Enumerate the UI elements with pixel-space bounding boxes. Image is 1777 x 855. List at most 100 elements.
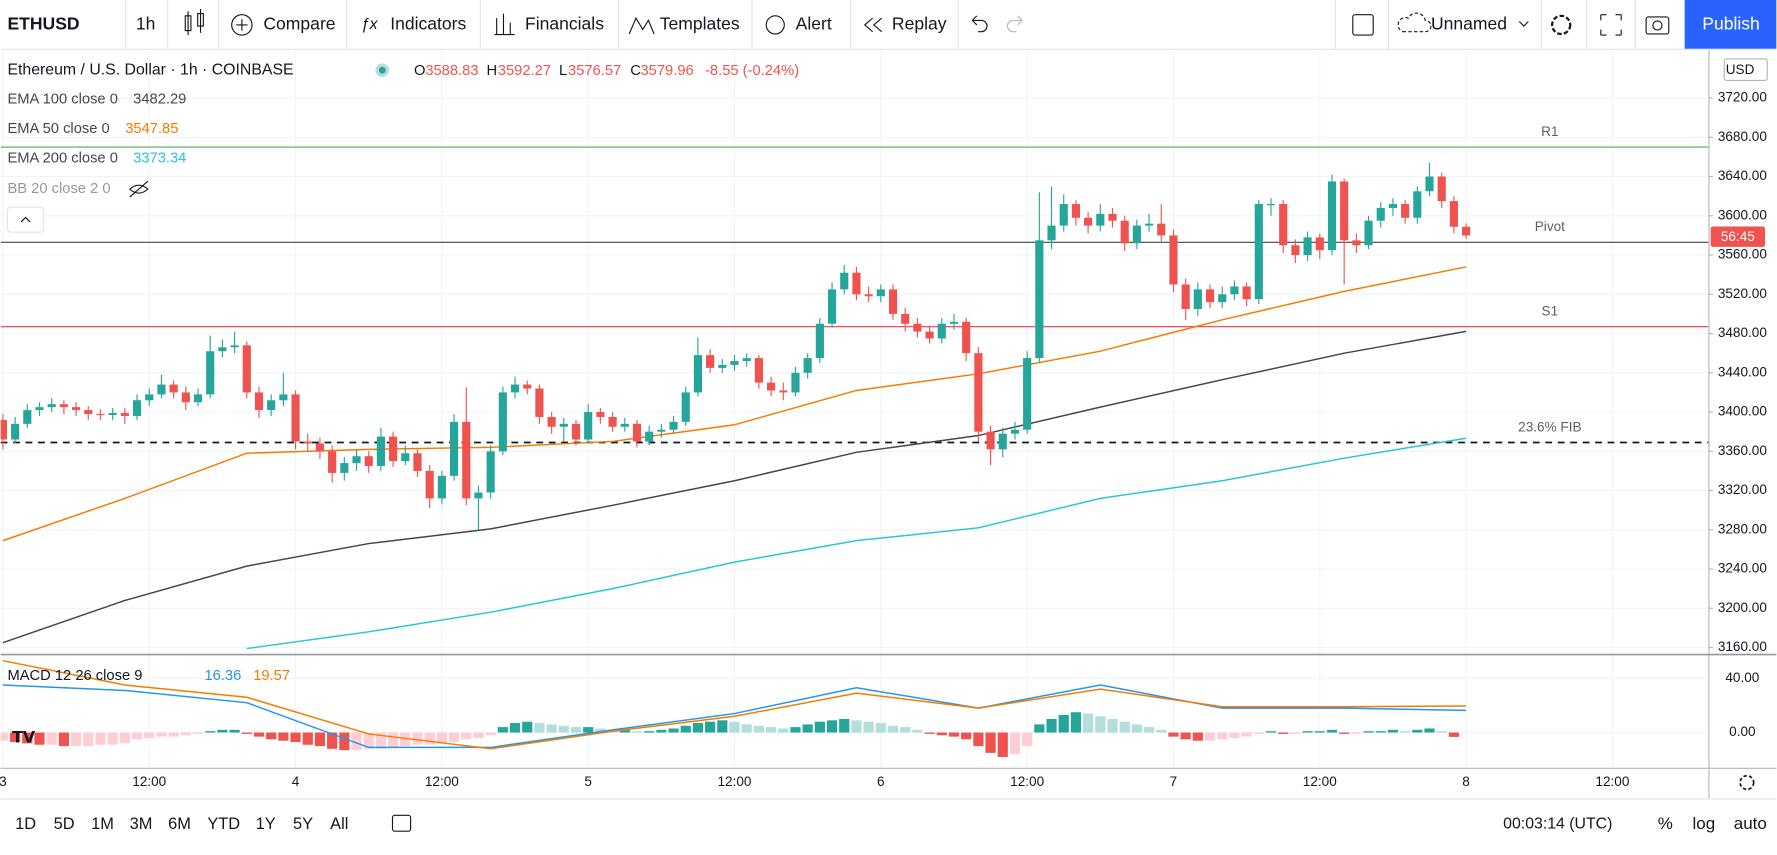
candle-body (1388, 204, 1398, 208)
histogram-bar (1083, 713, 1094, 733)
histogram-bar (1387, 729, 1399, 733)
layout-icon[interactable] (1352, 14, 1374, 36)
templates[interactable]: Templates (660, 14, 740, 34)
range-button[interactable]: 1D (15, 815, 36, 833)
publish[interactable]: Publish (1702, 14, 1760, 34)
y-tick-label: 3560.00 (1718, 247, 1768, 262)
candle-body (230, 345, 239, 348)
x-tick-label: 8 (1462, 774, 1470, 789)
x-tick-label: 4 (292, 774, 300, 789)
candle-body (767, 382, 776, 391)
settings-icon[interactable] (1550, 14, 1572, 36)
y-tick-label: 3320.00 (1718, 482, 1768, 497)
macd-value: 16.36 (205, 668, 242, 684)
replay[interactable]: Replay (892, 14, 947, 34)
dropdown[interactable] (1518, 21, 1529, 27)
candle-body (974, 353, 983, 432)
histogram-bar (668, 728, 679, 733)
histogram-bar (644, 731, 655, 733)
financials[interactable]: Financials (525, 14, 604, 34)
candle-body (840, 272, 849, 290)
collapse-arrow (20, 216, 31, 223)
y-tick-label: 3280.00 (1718, 521, 1768, 536)
histogram-bar (802, 724, 813, 733)
indicators[interactable]: Indicators (390, 14, 466, 34)
histogram-bar (948, 732, 960, 737)
range-button[interactable]: 3M (130, 815, 153, 833)
candle-body (962, 321, 971, 354)
candle-body (815, 323, 824, 359)
histogram-bar (1412, 729, 1423, 733)
histogram-bar (70, 732, 82, 747)
price-pane (0, 162, 1471, 650)
candle-body (1108, 213, 1117, 221)
publish-button[interactable] (1684, 0, 1777, 49)
candle-icon[interactable] (184, 9, 204, 36)
collapse-button[interactable] (6, 206, 45, 233)
candle-body (730, 361, 739, 365)
x-tick-label: 5 (584, 774, 592, 789)
financials-icon (494, 13, 515, 36)
snapshot-icon[interactable] (1645, 16, 1670, 35)
candle-body (157, 384, 166, 395)
countdown: 56:45 (1721, 229, 1755, 244)
range-button[interactable]: 1Y (256, 815, 276, 833)
auto-toggle[interactable]: auto (1734, 814, 1767, 833)
candle-body (1327, 181, 1337, 251)
currency[interactable]: USD (1726, 62, 1755, 77)
hidden-eye[interactable] (128, 180, 149, 198)
percent-toggle[interactable]: % (1658, 814, 1673, 833)
symbol[interactable]: ETHUSD (7, 14, 79, 34)
histogram-bar (522, 721, 533, 733)
x-tick-label: 12:00 (132, 774, 166, 789)
range-button[interactable]: 6M (168, 815, 191, 833)
histogram-bar (924, 732, 935, 734)
candle-body (145, 394, 154, 401)
range-button[interactable]: 5D (54, 815, 75, 833)
log-toggle[interactable]: log (1693, 814, 1716, 833)
candle-body (523, 384, 532, 389)
candle-body (1035, 240, 1044, 359)
candle-body (1413, 191, 1422, 218)
signal-line (2, 659, 1467, 750)
range-button[interactable]: 1M (91, 815, 114, 833)
currency-box[interactable] (1723, 58, 1768, 81)
range-button[interactable]: 5Y (293, 815, 313, 833)
candle-body (998, 433, 1007, 450)
candle-body (986, 431, 995, 450)
candle-body (1364, 220, 1373, 246)
candle-body (547, 416, 556, 427)
candle-body (742, 358, 751, 362)
candle-body (937, 323, 946, 339)
histogram-bar (1058, 714, 1069, 733)
layout-name[interactable]: Unnamed (1431, 14, 1507, 34)
candle-body (584, 412, 593, 440)
candle-body (328, 451, 337, 473)
histogram-bar (1143, 727, 1155, 733)
candle-body (108, 413, 117, 415)
candle-body (1071, 204, 1080, 218)
y-tick-label: 3160.00 (1718, 639, 1768, 654)
histogram-bar (1278, 732, 1289, 734)
ema200-value: 3373.34 (133, 150, 186, 166)
goto-date-icon[interactable] (391, 814, 412, 832)
x-tick-label: 12:00 (1303, 774, 1337, 789)
redo[interactable] (1006, 15, 1023, 33)
interval[interactable]: 1h (136, 14, 156, 34)
histogram-bar (875, 723, 886, 733)
range-button[interactable]: All (330, 815, 348, 833)
axis-settings[interactable] (1739, 774, 1755, 791)
alert[interactable]: Alert (796, 14, 832, 34)
histogram-bar (753, 725, 764, 733)
histogram-bar (619, 729, 630, 733)
candle-body (437, 475, 446, 499)
histogram-bar (229, 729, 240, 733)
range-button[interactable]: YTD (207, 815, 240, 833)
candle-body (693, 355, 703, 393)
histogram-bar (119, 732, 130, 744)
fullscreen-icon[interactable] (1600, 14, 1622, 36)
undo[interactable] (971, 15, 988, 33)
compare[interactable]: Compare (263, 14, 335, 34)
histogram-bar (887, 725, 899, 733)
x-tick-label: 12:00 (425, 774, 459, 789)
